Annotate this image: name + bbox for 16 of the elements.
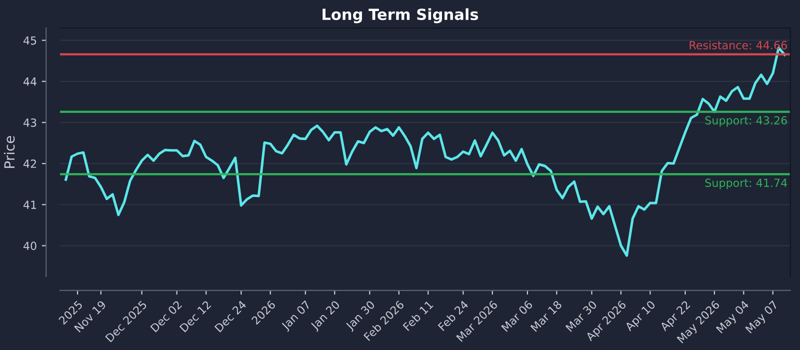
ref-line-label: Support: 41.74 <box>705 178 787 190</box>
y-tick-label: 45 <box>23 36 36 45</box>
x-tick-label: Feb 11 <box>402 300 434 332</box>
y-tick-label: 41 <box>23 200 36 209</box>
x-tick-label: Dec 24 <box>214 300 247 332</box>
y-tick-label: 43 <box>23 118 36 127</box>
x-tick-label: Apr 10 <box>624 300 658 334</box>
x-tick-label: Jan 20 <box>310 300 342 332</box>
x-tick-label: Jan 07 <box>280 300 312 332</box>
ref-line-label: Support: 43.26 <box>705 116 787 127</box>
y-tick-label: 42 <box>23 160 36 168</box>
y-tick-label: 44 <box>23 78 36 86</box>
chart-title: Long Term Signals <box>322 8 478 24</box>
ref-line-label: Resistance: 44.66 <box>690 40 787 50</box>
y-axis-title: Price <box>4 136 15 168</box>
y-tick-label: 40 <box>23 242 36 250</box>
